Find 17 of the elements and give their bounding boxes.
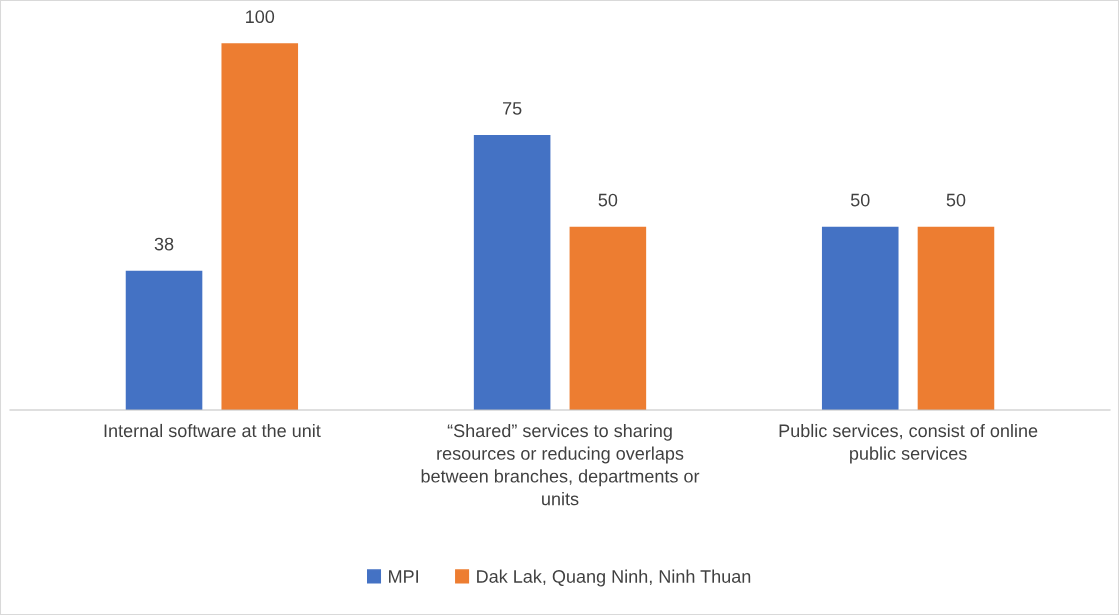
x-tick-label: Public services, consist of online public services [779,423,1038,464]
bar [125,270,203,410]
x-tick-label: Internal software at the unit [104,423,321,438]
bar [473,135,551,410]
data-label: 50 [598,193,618,207]
legend-label: Dak Lak, Quang Ninh, Ninh Thuan [477,569,751,587]
legend-label: MPI [389,570,418,583]
bar [569,226,647,410]
x-tick-label: “Shared” services to sharing resources or reducing overlaps between branches, departments or units [421,423,700,506]
data-label: 38 [154,237,174,251]
bar [917,226,995,410]
bar [821,226,899,410]
data-label: 100 [246,10,275,24]
bar [221,43,299,410]
data-label: 50 [946,193,966,207]
data-label: 75 [503,102,522,115]
data-label: 50 [850,193,870,207]
